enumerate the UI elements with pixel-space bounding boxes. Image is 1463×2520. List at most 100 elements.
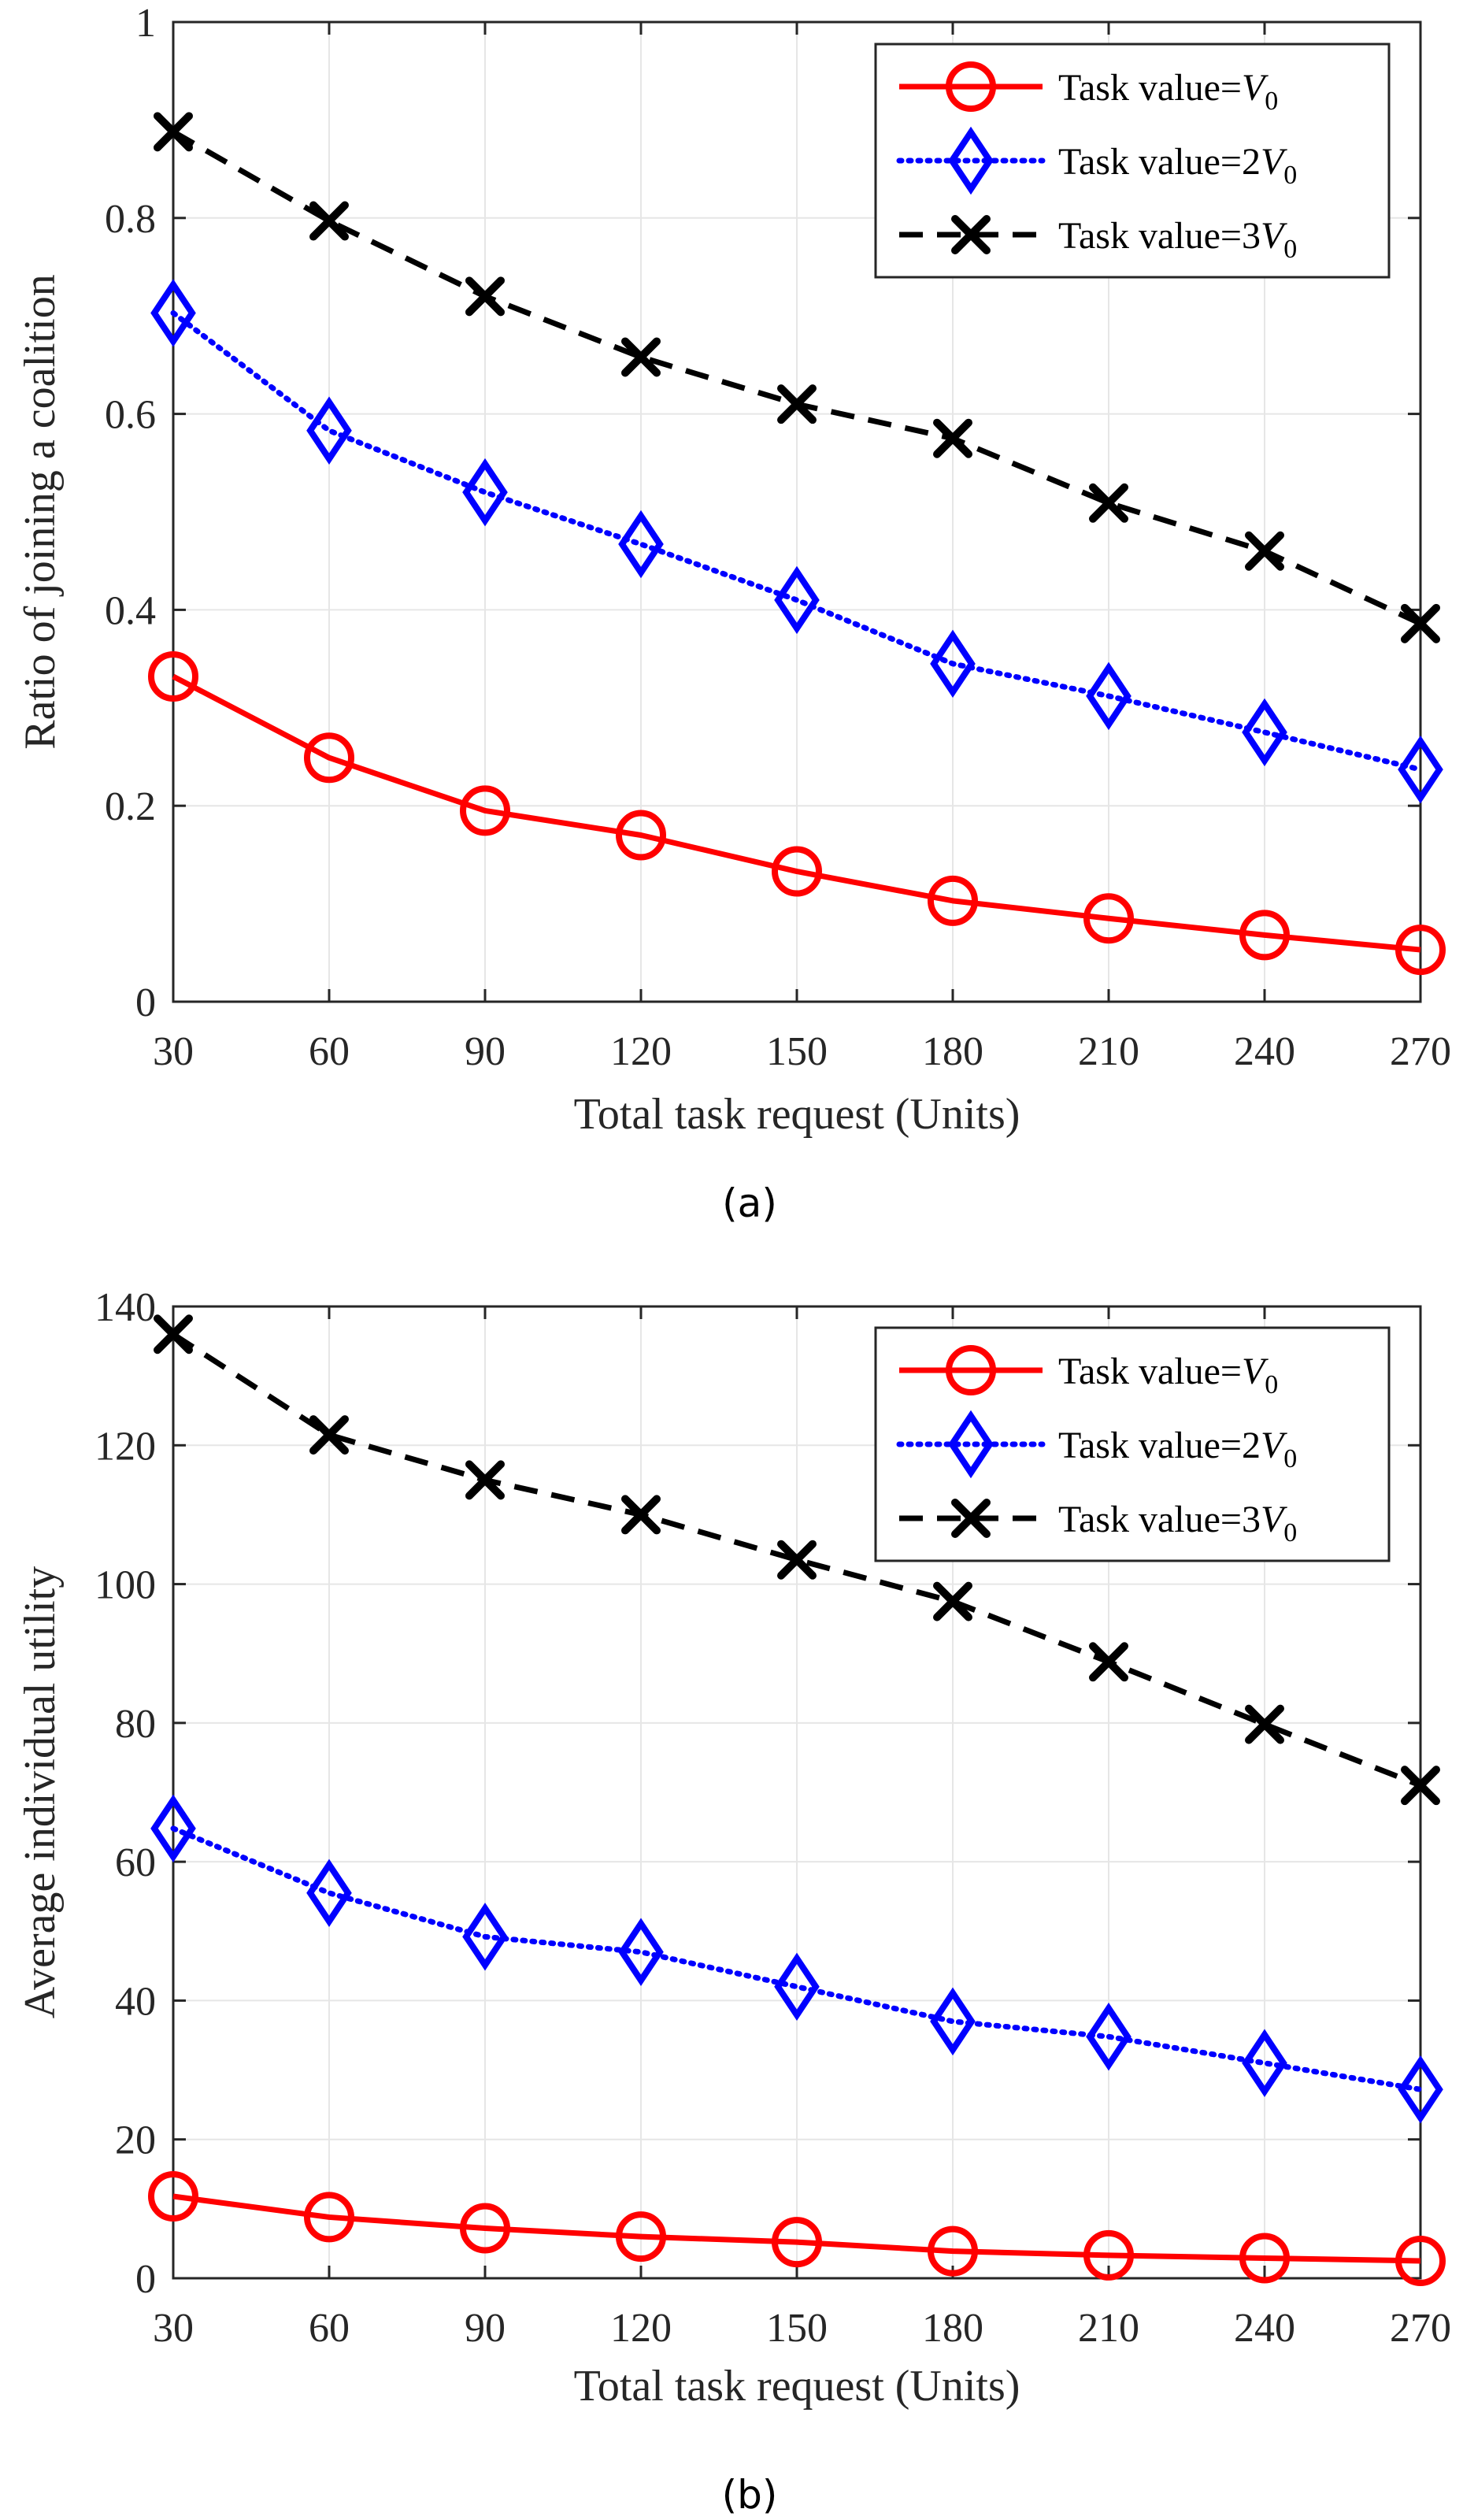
data-point-2-4 [777, 384, 817, 424]
data-point-2-5 [933, 418, 972, 458]
data-point-2-7 [1245, 1704, 1284, 1744]
data-point-1-8 [1398, 2055, 1443, 2124]
x-tick-label: 210 [1078, 2306, 1139, 2351]
legend-marker-0 [946, 61, 996, 112]
data-point-0-0 [148, 2170, 198, 2222]
x-tick-label: 270 [1390, 1029, 1451, 1074]
data-point-1-1 [306, 396, 352, 465]
data-point-0-8 [1395, 2235, 1446, 2286]
x-tick-label: 90 [465, 1029, 506, 1074]
x-tick-label: 240 [1234, 1029, 1295, 1074]
y-tick-label: 40 [115, 1979, 156, 2024]
data-point-0-6 [1083, 2229, 1134, 2281]
series-0 [148, 2170, 1446, 2286]
x-axis-label: Total task request (Units) [574, 1090, 1020, 1139]
x-tick-label: 210 [1078, 1029, 1139, 1074]
data-point-2-6 [1089, 1642, 1128, 1682]
figure-caption: (a) [722, 1180, 777, 1226]
data-point-1-1 [306, 1858, 352, 1928]
legend-entry-2: Task value=3V0 [1058, 215, 1297, 264]
y-tick-label: 140 [94, 1285, 156, 1330]
y-tick-label: 1 [135, 1, 156, 46]
legend-box [874, 43, 1391, 279]
data-point-1-6 [1086, 662, 1132, 731]
data-point-1-7 [1242, 698, 1287, 767]
data-point-0-5 [928, 2225, 978, 2277]
y-tick-label: 0 [135, 2257, 156, 2302]
x-axis-label: Total task request (Units) [574, 2362, 1020, 2411]
data-point-1-4 [774, 565, 820, 635]
legend-entry-0: Task value=V0 [1058, 67, 1278, 116]
data-point-1-3 [618, 510, 664, 579]
series-line-1 [170, 309, 1424, 773]
data-point-1-4 [774, 1952, 820, 2022]
series-line-0 [172, 673, 1421, 953]
legend-marker-1 [948, 126, 994, 195]
x-tick-label: 180 [922, 2306, 983, 2351]
data-point-0-0 [148, 650, 198, 702]
data-point-0-6 [1083, 893, 1134, 944]
x-tick-label: 60 [309, 1029, 350, 1074]
x-tick-label: 30 [153, 1029, 194, 1074]
y-tick-label: 20 [115, 2118, 156, 2163]
data-point-2-3 [621, 337, 661, 377]
legend-marker-2 [951, 1499, 991, 1538]
data-point-0-5 [928, 875, 978, 926]
data-point-1-6 [1086, 2003, 1132, 2071]
x-tick-label: 120 [610, 1029, 672, 1074]
x-tick-label: 30 [153, 2306, 194, 2351]
y-tick-label: 0.8 [105, 197, 156, 242]
series-2 [154, 1314, 1440, 1806]
data-point-0-4 [772, 2217, 822, 2268]
legend: Task value=V0 Task value=2V0 Task value=3V… [874, 43, 1391, 279]
y-tick-label: 0 [135, 980, 156, 1025]
legend-entry-0: Task value=V0 [1058, 1351, 1278, 1399]
legend-entry-1: Task value=2V0 [1058, 141, 1297, 190]
data-point-0-1 [304, 2192, 354, 2243]
series-line-0 [172, 2193, 1421, 2264]
chart-1: 30 60 90 120 150 180 210 240 270 0 20 40 60 80 100 120 1… [16, 1285, 1451, 2518]
data-point-0-7 [1239, 910, 1290, 961]
legend-entry-2: Task value=3V0 [1058, 1499, 1297, 1547]
data-point-2-7 [1245, 531, 1284, 571]
data-point-0-3 [616, 2211, 666, 2262]
y-tick-label: 0.4 [105, 588, 156, 633]
data-point-0-7 [1239, 2233, 1290, 2284]
legend: Task value=V0 Task value=2V0 Task value=3V… [874, 1326, 1391, 1562]
legend-entry-1: Task value=2V0 [1058, 1425, 1297, 1473]
data-point-2-1 [309, 201, 349, 241]
data-point-0-3 [616, 810, 666, 861]
series-line-1 [170, 1825, 1424, 2092]
x-tick-label: 150 [766, 2306, 828, 2351]
chart-0: 30 60 90 120 150 180 210 240 270 0 0.2 0.4 0.6 0.8 1 To… [16, 1, 1451, 1226]
data-point-0-8 [1395, 925, 1446, 976]
series-2 [154, 112, 1440, 643]
data-point-1-5 [930, 629, 976, 699]
data-point-2-1 [309, 1415, 349, 1455]
y-axis-label: Ratio of joining a coalition [16, 274, 65, 749]
data-point-1-2 [462, 458, 508, 527]
data-point-1-2 [462, 1903, 508, 1971]
data-point-0-1 [304, 732, 354, 784]
data-point-2-5 [933, 1581, 972, 1621]
data-point-2-0 [154, 112, 193, 152]
legend-marker-2 [951, 215, 991, 254]
x-tick-label: 240 [1234, 2306, 1295, 2351]
figure-caption: (b) [722, 2472, 778, 2518]
x-tick-label: 120 [610, 2306, 672, 2351]
y-tick-label: 0.2 [105, 784, 156, 829]
y-tick-label: 120 [94, 1424, 156, 1469]
data-point-0-2 [460, 2203, 510, 2254]
x-tick-label: 60 [309, 2306, 350, 2351]
y-tick-label: 60 [115, 1840, 156, 1885]
series-0 [148, 650, 1446, 976]
x-tick-label: 180 [922, 1029, 983, 1074]
y-axis-label: Average individual utility [16, 1566, 65, 2018]
data-point-2-0 [154, 1314, 193, 1354]
x-tick-label: 150 [766, 1029, 828, 1074]
data-point-2-4 [777, 1540, 817, 1580]
y-tick-label: 80 [115, 1702, 156, 1747]
data-point-1-5 [930, 1987, 976, 2056]
x-tick-label: 90 [465, 2306, 506, 2351]
